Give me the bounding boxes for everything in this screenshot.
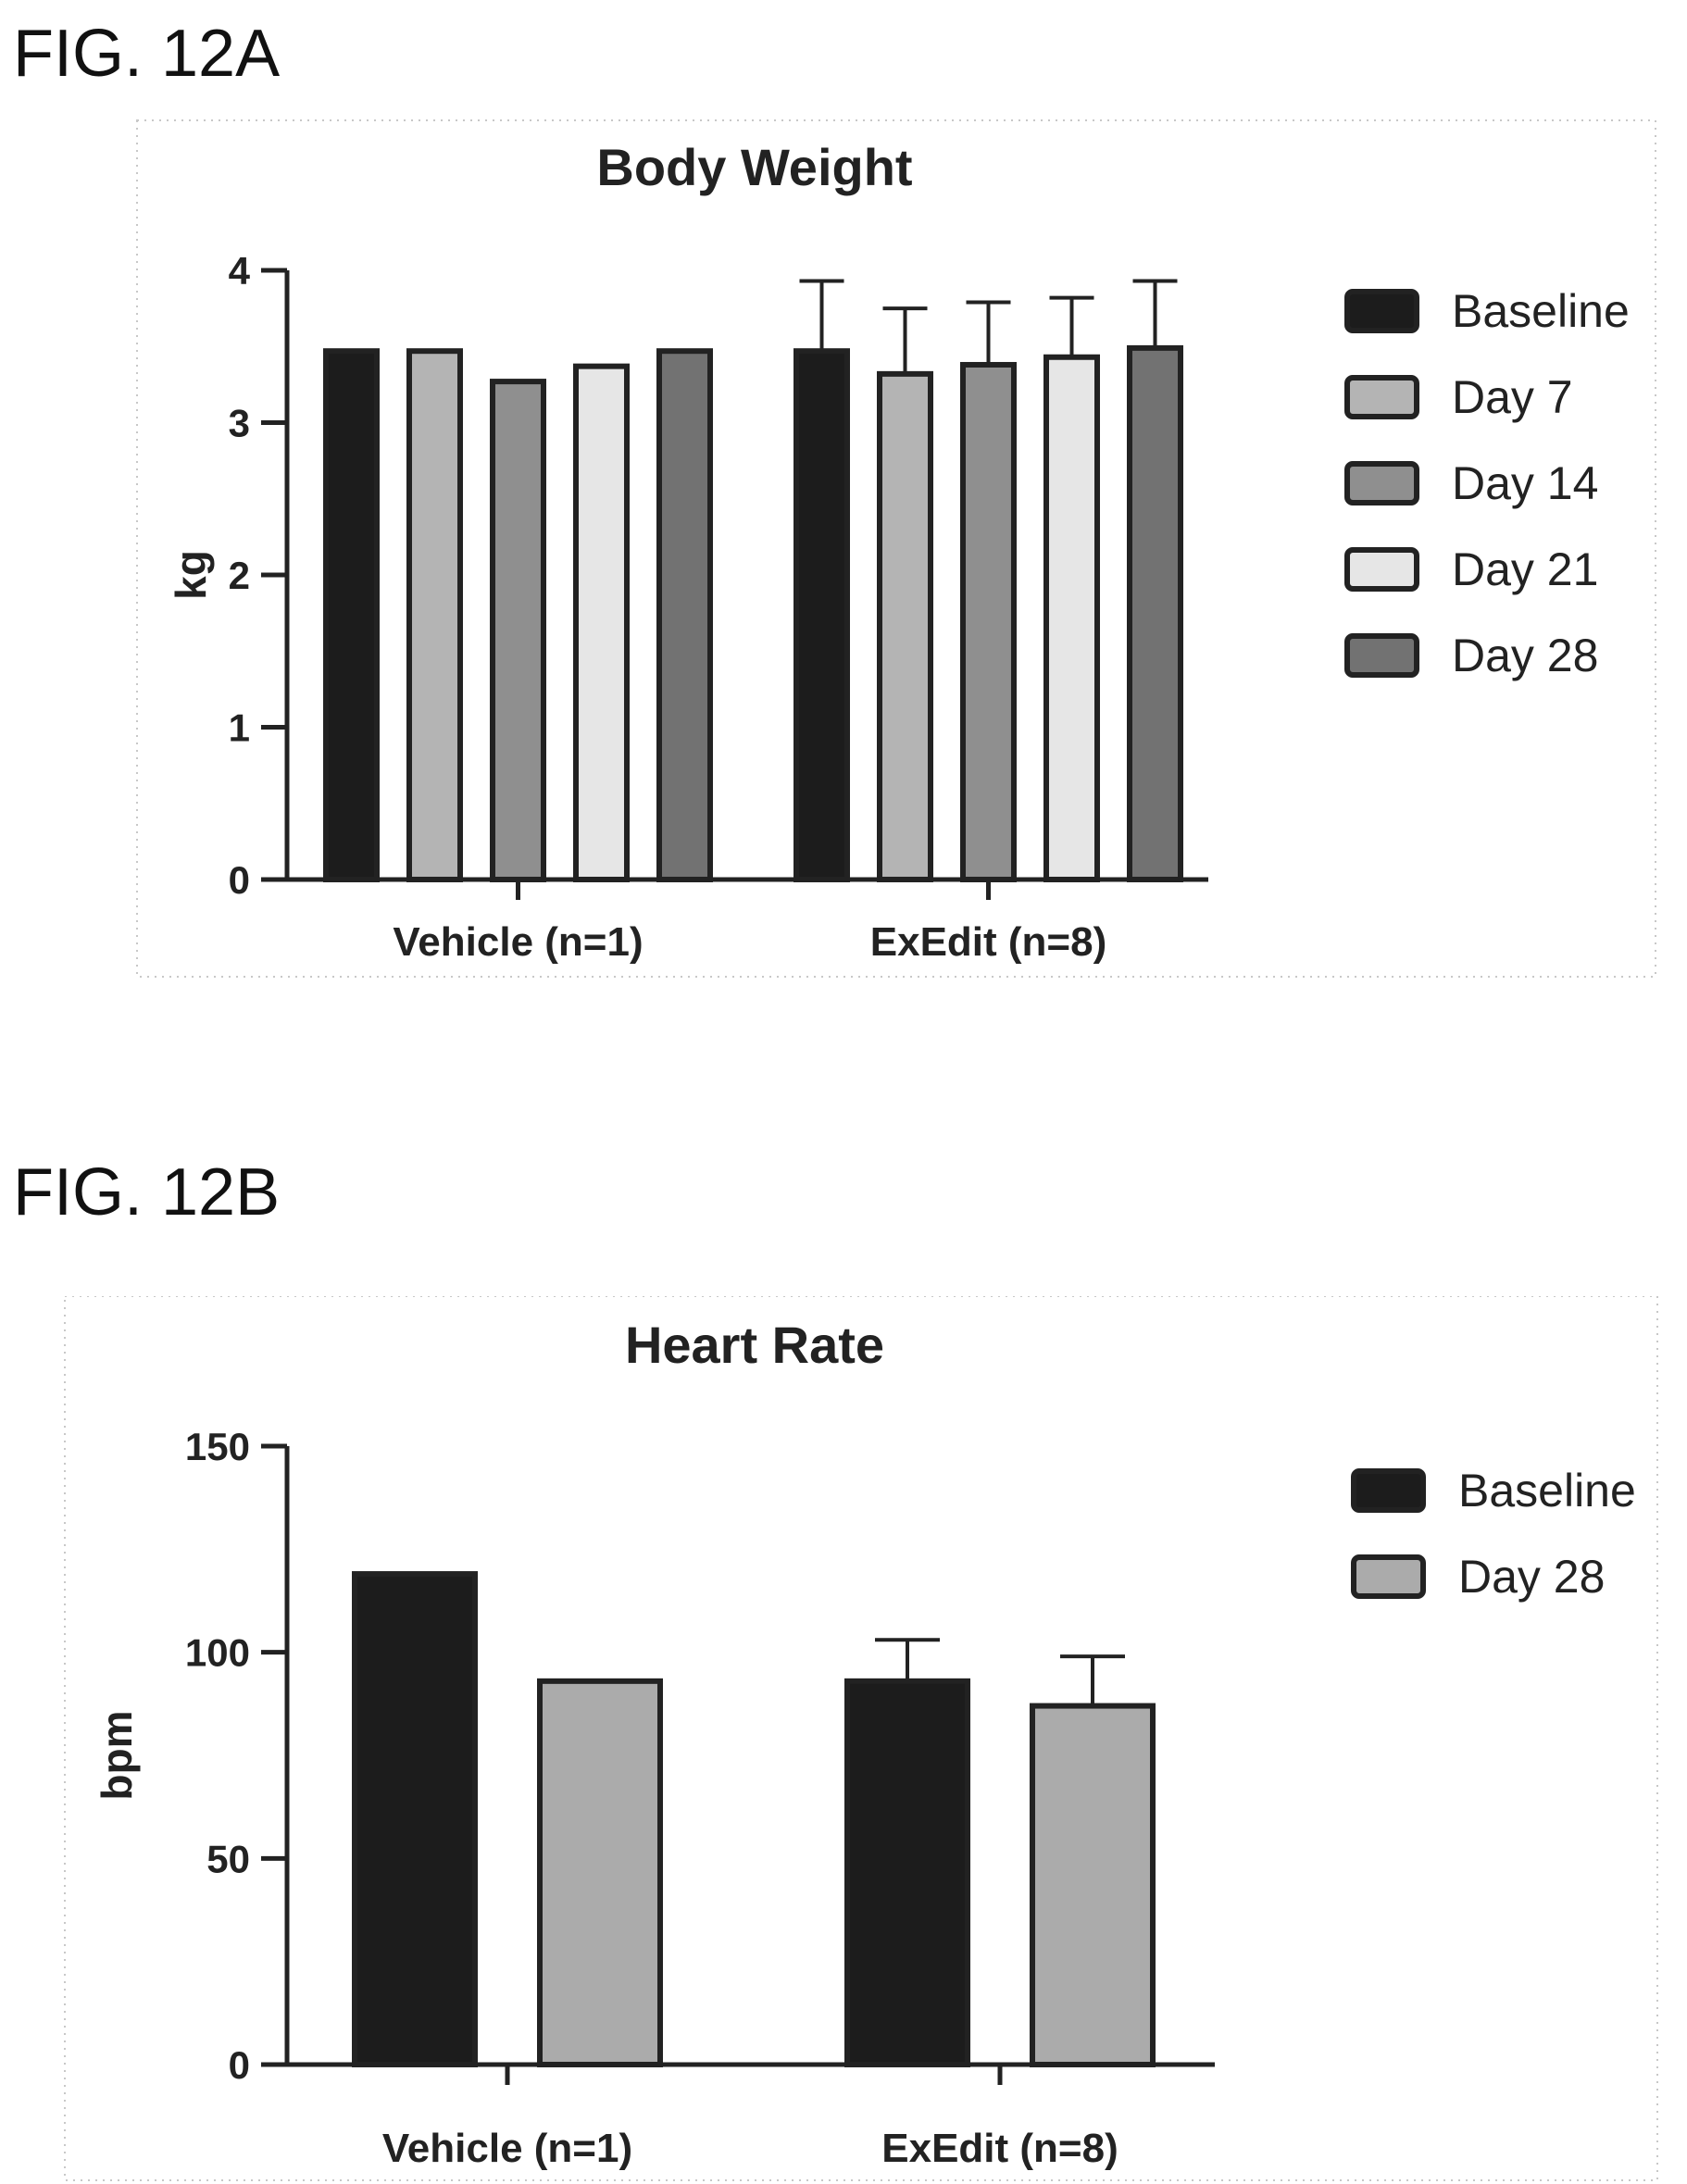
y-tick-label: 50 bbox=[206, 1837, 250, 1880]
bar-day-21-exedit-n-8 bbox=[1043, 354, 1100, 882]
bar-baseline-exedit-n-8 bbox=[844, 1678, 970, 2067]
bar-day-14-vehicle-n-1 bbox=[490, 379, 546, 882]
y-tick-label: 4 bbox=[229, 249, 251, 293]
y-tick-label: 150 bbox=[185, 1425, 250, 1468]
x-category-label-exedit-n-8: ExEdit (n=8) bbox=[870, 919, 1107, 965]
legend-swatch-day-21 bbox=[1344, 547, 1419, 592]
x-category-label-vehicle-n-1: Vehicle (n=1) bbox=[382, 2126, 632, 2171]
y-tick-label: 100 bbox=[185, 1631, 250, 1675]
legend-label-day-7: Day 7 bbox=[1452, 371, 1573, 423]
legend-label-baseline: Baseline bbox=[1452, 285, 1630, 337]
bar-day-21-vehicle-n-1 bbox=[573, 363, 630, 882]
y-tick-label: 3 bbox=[229, 402, 250, 445]
legend-label-day-14: Day 14 bbox=[1452, 457, 1598, 509]
bar-baseline-vehicle-n-1 bbox=[352, 1571, 478, 2067]
x-category-label-vehicle-n-1: Vehicle (n=1) bbox=[393, 919, 643, 965]
legend-label-day-28: Day 28 bbox=[1458, 1551, 1605, 1603]
body-weight-chart: Body Weight kg 0 1 2 3 4 Vehicle (n=1) ExEdit (n… bbox=[136, 119, 1656, 978]
legend-swatch-day-14 bbox=[1344, 461, 1419, 505]
x-category-label-exedit-n-8: ExEdit (n=8) bbox=[881, 2126, 1118, 2171]
bar-day-28-exedit-n-8 bbox=[1030, 1703, 1156, 2067]
legend-label-day-28: Day 28 bbox=[1452, 630, 1598, 681]
bar-day-7-exedit-n-8 bbox=[877, 370, 933, 882]
bar-baseline-exedit-n-8 bbox=[794, 348, 850, 882]
bar-day-28-vehicle-n-1 bbox=[537, 1678, 663, 2067]
figure-label-12a: FIG. 12A bbox=[13, 17, 281, 91]
y-tick-label: 0 bbox=[229, 2043, 250, 2087]
bar-day-7-vehicle-n-1 bbox=[406, 348, 463, 882]
bar-day-28-vehicle-n-1 bbox=[656, 348, 713, 882]
bar-day-28-exedit-n-8 bbox=[1127, 344, 1183, 882]
bar-day-14-exedit-n-8 bbox=[960, 361, 1017, 882]
y-axis-label: kg bbox=[167, 550, 215, 600]
legend-swatch-baseline bbox=[1344, 289, 1419, 333]
figure-label-12b: FIG. 12B bbox=[13, 1155, 281, 1229]
legend-swatch-day-28 bbox=[1351, 1554, 1426, 1599]
chart-title: Heart Rate bbox=[625, 1316, 884, 1374]
chart-frame bbox=[64, 1296, 1658, 2181]
legend-label-baseline: Baseline bbox=[1458, 1465, 1636, 1516]
heart-rate-chart: Heart Rate bpm 0 50 100 150 Vehicle (n=1) ExEdi… bbox=[64, 1296, 1658, 2181]
y-axis-label: bpm bbox=[93, 1710, 141, 1800]
y-tick-label: 2 bbox=[229, 554, 250, 597]
chart-frame bbox=[136, 119, 1656, 978]
chart-title: Body Weight bbox=[596, 138, 912, 196]
legend-swatch-baseline bbox=[1351, 1468, 1426, 1513]
y-tick-label: 1 bbox=[229, 706, 250, 750]
bar-baseline-vehicle-n-1 bbox=[323, 348, 380, 882]
y-tick-label: 0 bbox=[229, 858, 250, 902]
legend-label-day-21: Day 21 bbox=[1452, 543, 1598, 595]
legend-swatch-day-28 bbox=[1344, 633, 1419, 678]
legend-swatch-day-7 bbox=[1344, 375, 1419, 419]
